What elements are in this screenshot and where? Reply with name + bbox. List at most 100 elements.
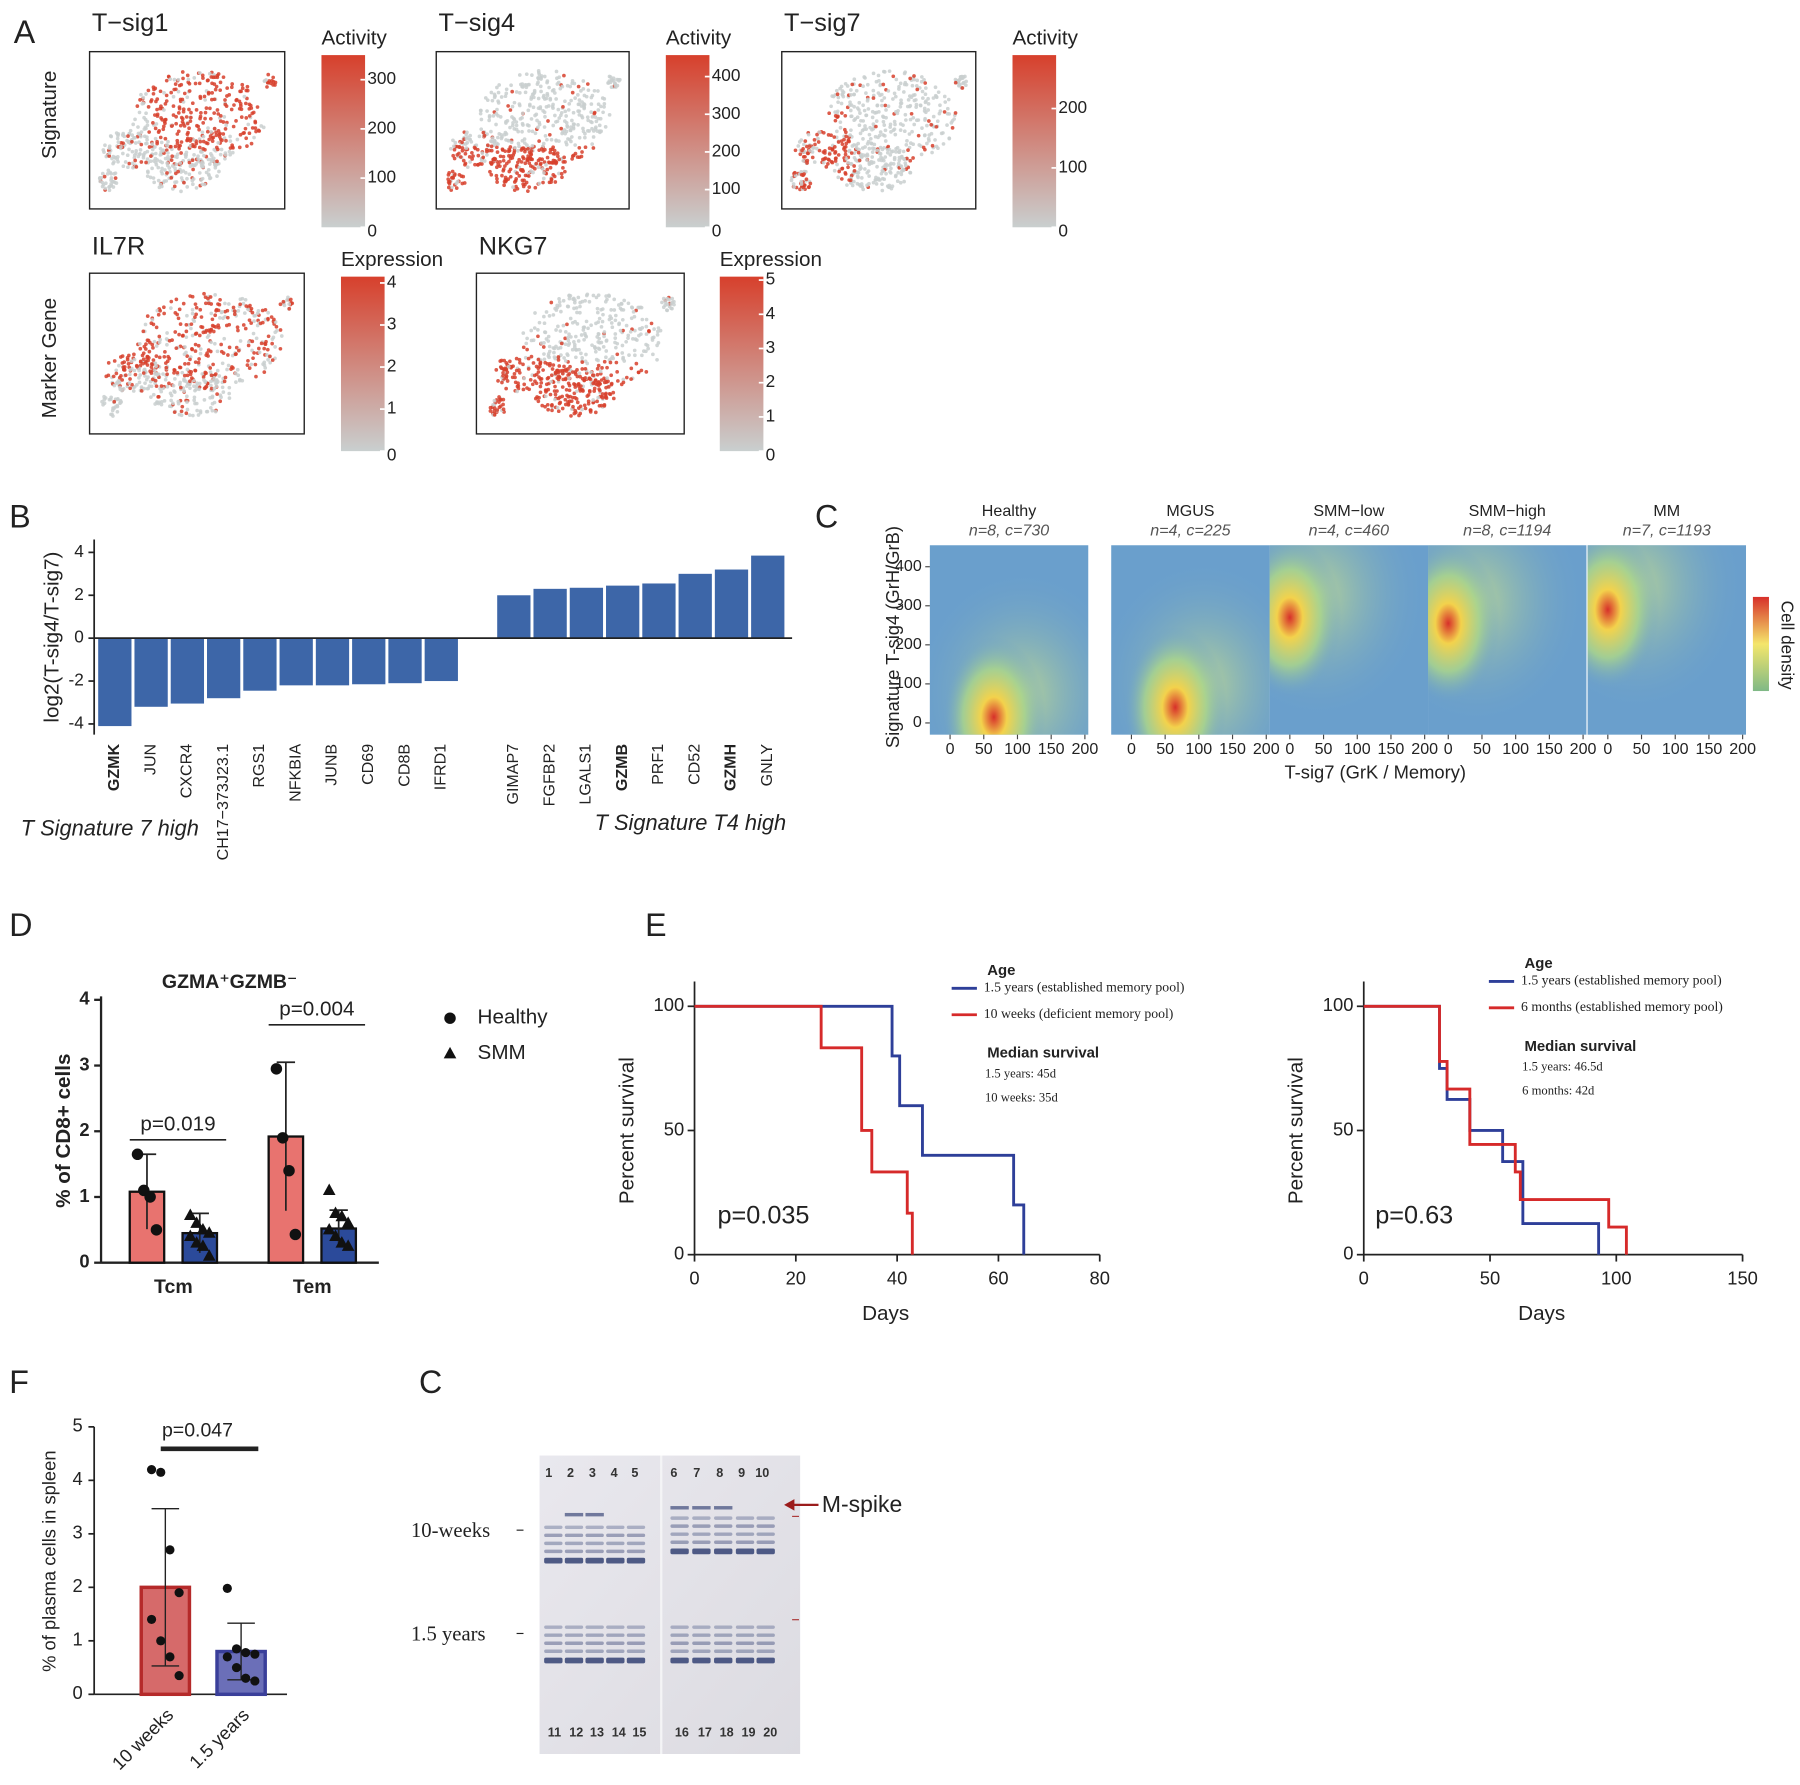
x-axis-label: T-sig7 (GrK / Memory) — [1284, 762, 1466, 783]
median-title: Median survival — [987, 1045, 1099, 1062]
embedding-point — [821, 160, 826, 165]
facet-subtitle: n=4, c=460 — [1309, 522, 1389, 540]
embedding-point — [263, 342, 268, 347]
embedding-point — [582, 403, 587, 408]
gel-band — [606, 1625, 625, 1629]
embedding-point — [164, 78, 169, 83]
embedding-points — [446, 69, 622, 193]
embedding-point — [213, 341, 217, 346]
data-point — [131, 1148, 144, 1161]
embedding-point — [190, 307, 195, 312]
embedding-point — [887, 183, 892, 188]
embedding-point — [843, 171, 848, 175]
embedding-point — [576, 406, 581, 410]
x-tick-label: 100 — [1662, 740, 1689, 758]
embedding-point — [203, 380, 208, 384]
embedding-point — [589, 102, 594, 106]
embedding-point — [141, 329, 146, 334]
embedding-point — [922, 106, 927, 111]
embedding-point — [575, 322, 580, 326]
colorbar-tick-label: 400 — [712, 65, 741, 85]
embedding-point — [585, 82, 590, 86]
embedding-point — [515, 186, 520, 191]
embedding-point — [215, 368, 220, 373]
colorbar-tick-label: 1 — [387, 398, 397, 418]
embedding-point — [102, 394, 106, 399]
row-label: Signature — [38, 71, 61, 159]
y-tick-label: 200 — [895, 635, 922, 653]
x-tick-label: JUN — [141, 744, 159, 775]
embedding-point — [121, 131, 126, 136]
embedding-point — [892, 91, 897, 96]
density-peak — [942, 636, 1046, 735]
embedding-point — [457, 145, 462, 149]
embedding-point — [953, 80, 958, 85]
embedding-point — [639, 332, 643, 336]
embedding-point — [116, 132, 121, 136]
embedding-point — [265, 353, 269, 357]
embedding-point — [907, 132, 912, 136]
embedding-point — [850, 82, 855, 87]
embedding-point — [535, 395, 539, 399]
embedding-point — [519, 168, 524, 173]
embedding-point — [552, 350, 556, 355]
gel-band — [756, 1532, 775, 1536]
embedding-point — [536, 96, 541, 101]
embedding-point — [591, 146, 596, 150]
embedding-point — [563, 342, 568, 347]
embedding-point — [826, 157, 831, 162]
embedding-point — [212, 375, 216, 380]
embedding-point — [204, 301, 208, 306]
embedding-point — [572, 391, 577, 396]
embedding-point — [196, 413, 201, 417]
embedding-point — [595, 306, 600, 311]
embedding-point — [172, 368, 177, 373]
gel-band — [670, 1540, 689, 1544]
embedding-point — [235, 325, 240, 330]
embedding-point — [137, 140, 141, 145]
embedding-point — [559, 353, 563, 357]
legend-label: 10 weeks (deficient memory pool) — [984, 1006, 1174, 1022]
embedding-point — [883, 155, 888, 159]
embedding-point — [645, 343, 650, 348]
embedding-point — [198, 351, 203, 356]
colorbar-tick-label: 2 — [766, 371, 776, 391]
embedding-point — [270, 78, 274, 83]
embedding-point — [574, 410, 578, 415]
embedding-point — [144, 141, 148, 146]
embedding-point — [102, 150, 106, 154]
x-tick-label: 100 — [1502, 740, 1529, 758]
embedding-point — [508, 174, 513, 179]
panel-title: T−sig1 — [92, 9, 169, 37]
gel-band — [692, 1548, 711, 1555]
embedding-point — [857, 100, 862, 105]
bar — [714, 569, 749, 639]
embedding-point — [270, 341, 274, 346]
embedding-point — [492, 409, 497, 413]
embedding-point — [588, 119, 593, 124]
embedding-point — [500, 173, 504, 178]
embedding-point — [181, 76, 185, 81]
x-tick-label: CD8B — [395, 744, 413, 787]
embedding-point — [185, 394, 189, 399]
embedding-point — [889, 166, 893, 171]
embedding-point — [479, 127, 484, 131]
embedding-point — [213, 87, 218, 92]
embedding-point — [934, 94, 939, 99]
embedding-point — [128, 386, 132, 391]
embedding-point — [553, 113, 557, 118]
embedding-point — [195, 381, 199, 386]
embedding-point — [498, 404, 503, 409]
embedding-point — [536, 125, 540, 130]
embedding-point — [463, 162, 467, 167]
embedding-point — [208, 106, 212, 111]
embedding-point — [238, 132, 243, 137]
embedding-point — [158, 182, 163, 187]
embedding-point — [542, 125, 547, 129]
embedding-point — [141, 95, 146, 100]
gel-band — [564, 1633, 584, 1637]
embedding-point — [493, 94, 497, 98]
embedding-point — [149, 362, 154, 366]
embedding-point — [185, 73, 190, 78]
embedding-point — [232, 312, 237, 317]
